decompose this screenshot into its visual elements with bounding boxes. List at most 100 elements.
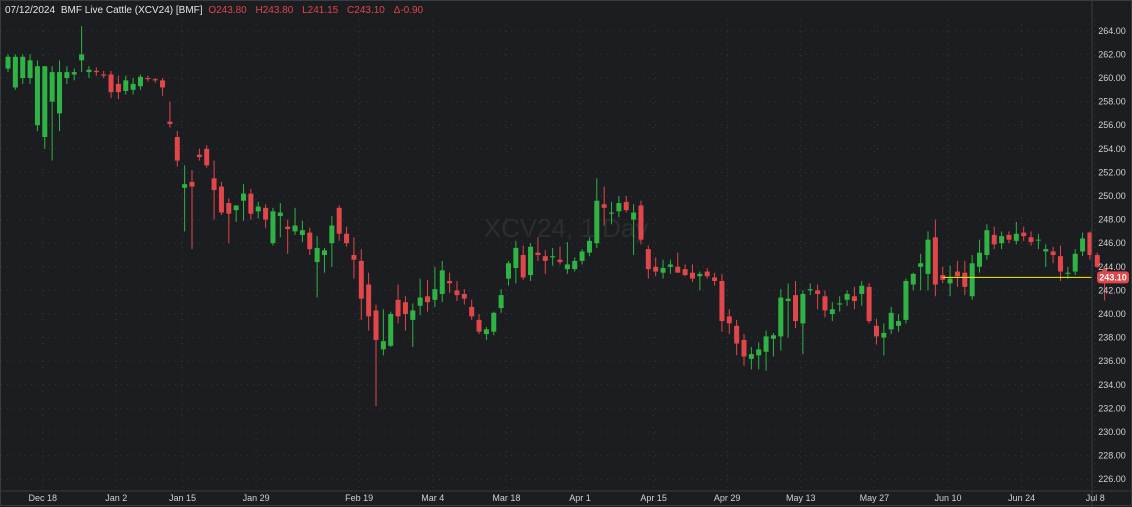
candle[interactable] xyxy=(5,54,11,73)
candle[interactable] xyxy=(123,75,129,95)
candle[interactable] xyxy=(954,260,960,287)
candle[interactable] xyxy=(623,196,629,213)
candle[interactable] xyxy=(667,259,673,274)
candle[interactable] xyxy=(34,60,40,132)
candle[interactable] xyxy=(741,334,747,366)
candle[interactable] xyxy=(476,314,482,335)
candle[interactable] xyxy=(962,260,968,296)
candle[interactable] xyxy=(550,247,556,266)
candle[interactable] xyxy=(873,318,879,345)
candle[interactable] xyxy=(888,306,894,335)
candle[interactable] xyxy=(277,203,283,238)
candle[interactable] xyxy=(660,259,666,279)
candle[interactable] xyxy=(653,257,659,277)
candle[interactable] xyxy=(984,224,990,260)
candle[interactable] xyxy=(896,314,902,332)
candle[interactable] xyxy=(1094,252,1100,268)
candle[interactable] xyxy=(1035,233,1041,250)
candle[interactable] xyxy=(115,75,121,100)
candle[interactable] xyxy=(940,266,946,284)
candle[interactable] xyxy=(439,260,445,303)
candle[interactable] xyxy=(601,186,607,226)
candle[interactable] xyxy=(675,252,681,273)
candle[interactable] xyxy=(182,165,188,232)
candle[interactable] xyxy=(233,205,239,222)
candle[interactable] xyxy=(851,286,857,310)
candle[interactable] xyxy=(358,249,364,320)
candle[interactable] xyxy=(454,280,460,302)
candle[interactable] xyxy=(285,219,291,254)
candle[interactable] xyxy=(241,184,247,221)
candle[interactable] xyxy=(491,311,497,336)
candle[interactable] xyxy=(108,70,114,99)
candle[interactable] xyxy=(270,207,276,246)
candle[interactable] xyxy=(748,347,754,370)
candle[interactable] xyxy=(189,170,195,250)
candle[interactable] xyxy=(1043,244,1049,267)
candle[interactable] xyxy=(49,66,55,161)
candle[interactable] xyxy=(631,204,637,255)
candle[interactable] xyxy=(79,26,85,73)
candle[interactable] xyxy=(388,311,394,348)
candle[interactable] xyxy=(263,204,269,228)
candle[interactable] xyxy=(71,68,77,81)
candle[interactable] xyxy=(469,299,475,320)
candle[interactable] xyxy=(881,323,887,356)
candle[interactable] xyxy=(410,303,416,348)
candle[interactable] xyxy=(20,54,26,84)
candle[interactable] xyxy=(145,75,151,82)
candle[interactable] xyxy=(417,278,423,316)
candle[interactable] xyxy=(1028,231,1034,246)
candle[interactable] xyxy=(1021,226,1027,241)
candle[interactable] xyxy=(255,201,261,219)
candle[interactable] xyxy=(557,246,563,265)
candle[interactable] xyxy=(645,245,651,279)
candle[interactable] xyxy=(336,205,342,241)
candle[interactable] xyxy=(513,240,519,284)
candle[interactable] xyxy=(137,74,143,90)
candle[interactable] xyxy=(248,188,254,220)
candle[interactable] xyxy=(520,245,526,280)
candle[interactable] xyxy=(196,148,202,161)
candle[interactable] xyxy=(86,66,92,78)
candle[interactable] xyxy=(925,231,931,291)
candle[interactable] xyxy=(174,131,180,167)
candle[interactable] xyxy=(12,54,18,90)
candle[interactable] xyxy=(160,78,166,96)
candle[interactable] xyxy=(101,70,107,78)
candle[interactable] xyxy=(1065,266,1071,279)
candle[interactable] xyxy=(947,265,953,297)
candle[interactable] xyxy=(432,266,438,307)
candle[interactable] xyxy=(572,257,578,272)
candle[interactable] xyxy=(535,237,541,261)
candle[interactable] xyxy=(130,78,136,95)
candle[interactable] xyxy=(579,249,585,265)
candle[interactable] xyxy=(977,239,983,273)
candle[interactable] xyxy=(204,145,210,168)
candle[interactable] xyxy=(594,178,600,248)
y-axis[interactable]: 226.00 228.00 230.00 232.00 234.00 236.00 238.… xyxy=(1091,1,1126,507)
candle[interactable] xyxy=(1050,246,1056,264)
candle[interactable] xyxy=(866,283,872,324)
candle[interactable] xyxy=(1072,249,1078,276)
candle[interactable] xyxy=(829,302,835,322)
candle[interactable] xyxy=(999,231,1005,250)
candle[interactable] xyxy=(793,280,799,329)
candle[interactable] xyxy=(712,272,718,286)
candle[interactable] xyxy=(351,237,357,279)
candle[interactable] xyxy=(42,66,48,149)
candle[interactable] xyxy=(218,181,224,215)
candle[interactable] xyxy=(564,242,570,274)
candle[interactable] xyxy=(822,290,828,318)
candle[interactable] xyxy=(57,60,63,132)
candle[interactable] xyxy=(697,271,703,291)
candle[interactable] xyxy=(638,200,644,245)
candle[interactable] xyxy=(373,304,379,407)
candle[interactable] xyxy=(152,78,158,83)
candle[interactable] xyxy=(932,219,938,297)
candle[interactable] xyxy=(380,309,386,356)
candle[interactable] xyxy=(689,264,695,283)
candle[interactable] xyxy=(1006,231,1012,244)
candle[interactable] xyxy=(903,278,909,324)
candle[interactable] xyxy=(64,66,70,84)
